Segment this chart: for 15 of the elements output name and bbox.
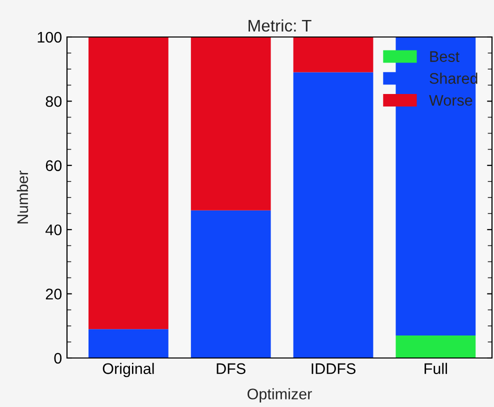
y-axis-title: Number	[16, 170, 28, 224]
x-tick-label: Original	[102, 362, 154, 378]
y-tick-label: 40	[46, 224, 62, 236]
x-axis-title: Optimizer	[248, 388, 312, 402]
x-tick-label: IDDFS	[312, 363, 356, 374]
y-tick-label: 100	[38, 32, 62, 43]
y-tick-label: 80	[46, 96, 62, 107]
x-tick-label: Full	[424, 362, 447, 374]
legend-label: Worse	[429, 95, 472, 106]
chart-title: Metric: T	[248, 19, 312, 32]
y-tick-label: 60	[46, 160, 62, 172]
y-tick-label: 20	[46, 288, 62, 300]
x-tick-label: DFS	[216, 363, 246, 374]
legend-label: Best	[430, 51, 460, 62]
y-tick-label: 0	[54, 352, 62, 364]
